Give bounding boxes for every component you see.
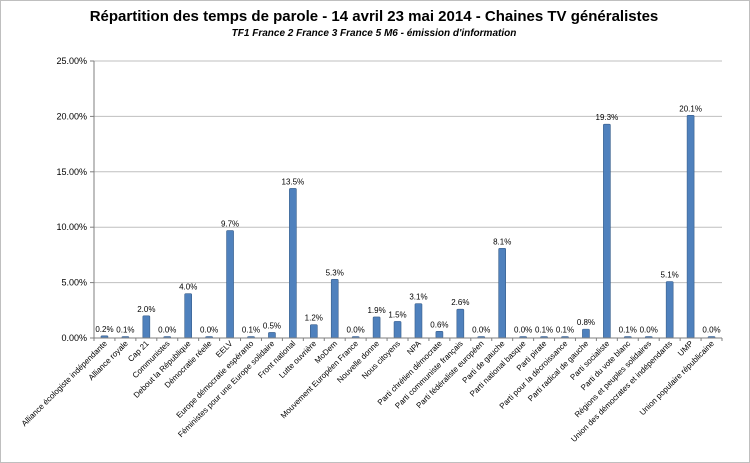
bar: [268, 332, 276, 339]
bar: [603, 123, 611, 339]
bar: [289, 188, 297, 339]
data-label: 0.0%: [347, 326, 365, 335]
data-label: 4.0%: [179, 283, 197, 292]
data-label: 5.1%: [661, 270, 679, 279]
y-tick-label: 15.00%: [56, 167, 87, 177]
data-label: 0.0%: [200, 326, 218, 335]
data-label: 0.2%: [95, 325, 113, 334]
data-label: 1.5%: [388, 310, 406, 319]
bar: [686, 114, 695, 339]
data-label: 0.0%: [702, 326, 720, 335]
data-label: 0.1%: [619, 326, 637, 335]
data-label: 0.0%: [640, 326, 658, 335]
data-label: 0.0%: [472, 326, 490, 335]
data-label: 0.5%: [263, 321, 281, 330]
data-label: 0.8%: [577, 318, 595, 327]
y-tick-label: 10.00%: [56, 222, 87, 232]
chart-title: Répartition des temps de parole - 14 avr…: [89, 8, 659, 25]
data-labels: 0.2% 0.1%2.0%0.0%4.0%0.0%9.7%0.1% 0.5%13.5…: [95, 104, 720, 334]
bar: [393, 321, 402, 339]
bar: [665, 281, 674, 339]
data-label: 20.1%: [679, 104, 702, 113]
data-label: 13.5%: [282, 177, 305, 186]
bar: [309, 324, 318, 339]
data-label: 3.1%: [409, 293, 427, 302]
x-tick-label: Alliance écologiste indépendante: [20, 339, 109, 428]
data-label: 0.1%: [535, 326, 553, 335]
bar: [498, 247, 507, 339]
bar: [142, 315, 151, 339]
bar: [184, 293, 192, 339]
y-tick-label: 25.00%: [56, 56, 87, 66]
bar: [372, 316, 381, 339]
y-tick-label: 5.00%: [61, 278, 87, 288]
data-label: 0.6%: [430, 320, 448, 329]
y-tick-label: 0.00%: [61, 333, 87, 343]
bar: [330, 278, 339, 339]
data-label: 0.1%: [116, 326, 134, 335]
data-label: 1.9%: [367, 306, 385, 315]
y-tick-label: 20.00%: [56, 111, 87, 121]
data-label: 2.0%: [137, 305, 155, 314]
bar: [582, 328, 590, 339]
bar: [435, 331, 444, 339]
data-label: 9.7%: [221, 220, 239, 229]
bar: [456, 308, 465, 339]
data-label: 0.1%: [242, 326, 260, 335]
data-label: 0.0%: [158, 326, 176, 335]
bar: [414, 303, 423, 339]
data-label: 2.6%: [451, 298, 469, 307]
y-axis: 0.00% 5.00% 10.00% 15.00% 20.00% 25.00%: [56, 56, 95, 343]
data-label: 0.1%: [556, 326, 574, 335]
x-tick-label: NPA: [405, 339, 423, 357]
data-label: 0.0%: [514, 326, 532, 335]
chart-subtitle: TF1 France 2 France 3 France 5 M6 - émis…: [231, 28, 517, 39]
data-label: 8.1%: [493, 237, 511, 246]
x-axis: Alliance écologiste indépendanteAlliance…: [20, 337, 723, 444]
data-label: 1.2%: [305, 314, 323, 323]
data-label: 5.3%: [326, 268, 344, 277]
data-label: 19.3%: [596, 113, 619, 122]
bar: [226, 230, 234, 339]
bars: [100, 114, 716, 339]
